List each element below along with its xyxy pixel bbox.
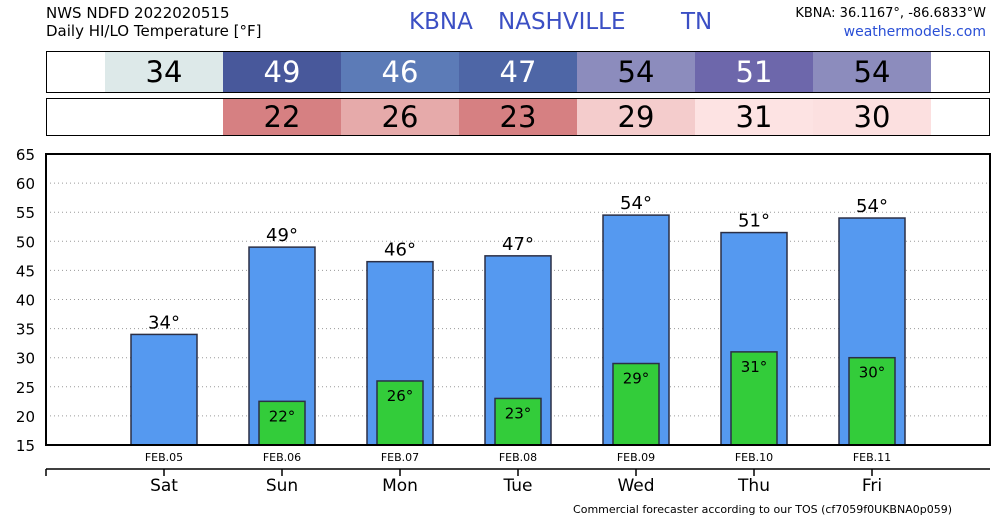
high-temp-cell: 54	[577, 52, 695, 92]
low-temp-cell: 23	[459, 99, 577, 135]
y-tick-label: 50	[16, 233, 35, 251]
low-temp-bar	[848, 356, 896, 446]
y-tick-label: 20	[16, 408, 35, 426]
high-temp-cell: 51	[695, 52, 813, 92]
high-temp-label: 46°	[384, 240, 416, 261]
day-label: Fri	[862, 476, 882, 496]
y-tick-label: 25	[16, 379, 35, 397]
station-name: NASHVILLE	[498, 9, 626, 35]
high-temp-cell: 47	[459, 52, 577, 92]
date-label: FEB.10	[735, 451, 773, 464]
high-temp-label: 47°	[502, 234, 534, 255]
high-temperature-strip: 34 49 46 47 54 51 54	[46, 51, 990, 93]
y-tick-label: 60	[16, 175, 35, 193]
low-temp-label: 31°	[741, 358, 768, 376]
low-temp-cell: 30	[813, 99, 931, 135]
low-temp-cell: 22	[223, 99, 341, 135]
low-temp-cell: 29	[577, 99, 695, 135]
low-temp-cell: 31	[695, 99, 813, 135]
date-label: FEB.11	[853, 451, 891, 464]
high-temp-label: 54°	[620, 193, 652, 214]
y-tick-label: 35	[16, 321, 35, 339]
high-temp-label: 51°	[738, 211, 770, 232]
low-temp-bar	[376, 380, 424, 446]
station-state: TN	[681, 9, 713, 35]
day-label: Thu	[737, 476, 770, 496]
high-temp-cell: 54	[813, 52, 931, 92]
day-label: Sun	[266, 476, 298, 496]
high-temp-label: 34°	[148, 312, 180, 333]
high-temp-cell: 34	[105, 52, 223, 92]
day-label: Wed	[617, 476, 654, 496]
y-tick-label: 65	[16, 146, 35, 164]
high-temp-bar	[130, 333, 198, 446]
plot-border	[45, 153, 991, 446]
low-temp-label: 23°	[505, 404, 532, 422]
high-temp-cell: 46	[341, 52, 459, 92]
date-label: FEB.07	[381, 451, 419, 464]
low-temp-label: 29°	[623, 370, 650, 388]
high-temp-label: 54°	[856, 196, 888, 217]
footer-note: Commercial forecaster according to our T…	[573, 503, 952, 516]
station-id: KBNA	[409, 9, 473, 35]
y-tick-label: 15	[16, 437, 35, 455]
product-title: NWS NDFD 2022020515	[46, 4, 230, 22]
day-label: Sat	[150, 476, 178, 496]
date-label: FEB.09	[617, 451, 655, 464]
high-temp-label: 49°	[266, 225, 298, 246]
site-link[interactable]: weathermodels.com	[843, 24, 986, 40]
low-temp-label: 22°	[269, 407, 296, 425]
low-temp-bar	[258, 400, 306, 446]
day-label: Mon	[382, 476, 418, 496]
low-temperature-strip: 22 26 23 29 31 30	[46, 98, 990, 136]
low-temp-cell: 26	[341, 99, 459, 135]
low-temp-cell	[105, 99, 223, 135]
y-tick-label: 40	[16, 292, 35, 310]
y-tick-label: 55	[16, 204, 35, 222]
low-temp-label: 30°	[859, 364, 886, 382]
low-temp-label: 26°	[387, 387, 414, 405]
station-coordinates: KBNA: 36.1167°, -86.6833°W	[795, 6, 986, 21]
low-temp-bar	[730, 351, 778, 446]
date-label: FEB.08	[499, 451, 537, 464]
high-temp-cell: 49	[223, 52, 341, 92]
day-label: Tue	[502, 476, 532, 496]
y-tick-label: 30	[16, 350, 35, 368]
parameter-title: Daily HI/LO Temperature [°F]	[46, 22, 262, 40]
low-temp-bar	[494, 397, 542, 446]
y-tick-label: 45	[16, 262, 35, 280]
date-label: FEB.05	[145, 451, 183, 464]
date-label: FEB.06	[263, 451, 301, 464]
